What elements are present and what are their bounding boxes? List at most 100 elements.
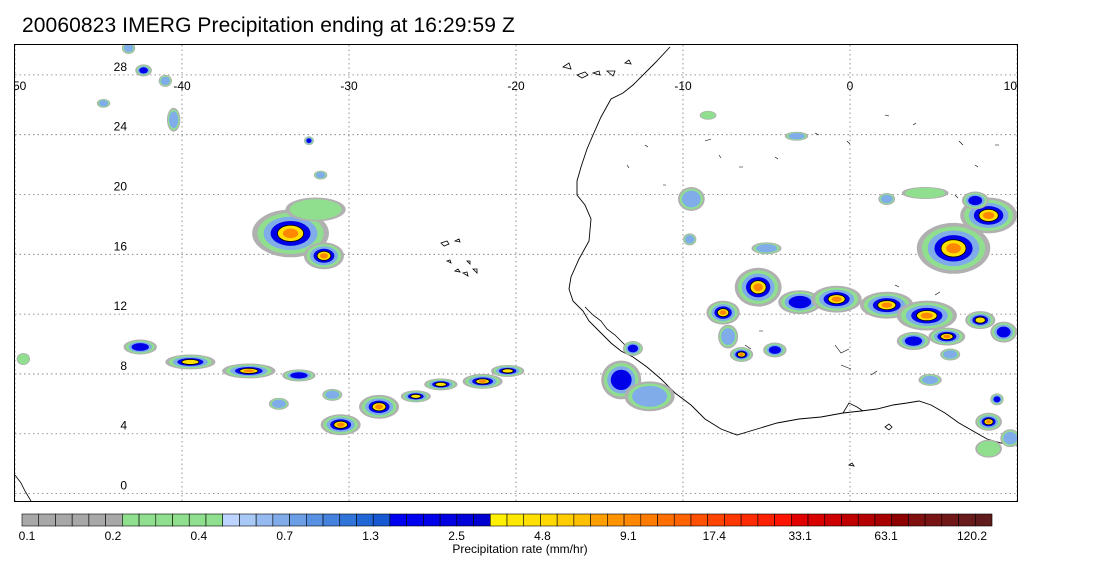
rain-contour bbox=[983, 418, 994, 426]
colorbar-swatch bbox=[423, 513, 441, 527]
rain-cell bbox=[677, 187, 705, 211]
colorbar-swatch bbox=[506, 513, 525, 527]
colorbar-swatch bbox=[155, 513, 173, 527]
rain-cell bbox=[901, 187, 949, 199]
colorbar-swatch bbox=[874, 513, 892, 527]
longitude-tick-label: -40 bbox=[173, 79, 191, 93]
rain-contour bbox=[277, 224, 305, 242]
colorbar-swatch bbox=[372, 513, 391, 527]
rain-cell bbox=[490, 364, 525, 377]
rain-cell bbox=[1000, 429, 1017, 448]
rain-cell bbox=[683, 233, 697, 246]
precipitation-map: -50 -40 -30 -20 -10 0 10 28 24 20 16 12 8 4 0 bbox=[15, 45, 1017, 501]
rain-contour bbox=[501, 368, 514, 374]
rain-cell bbox=[778, 290, 822, 315]
colorbar-swatch bbox=[774, 513, 792, 527]
rain-cell bbox=[896, 300, 957, 331]
latitude-tick-label: 0 bbox=[120, 479, 127, 493]
rain-cell bbox=[424, 378, 458, 391]
colorbar-swatch bbox=[791, 513, 809, 527]
rain-intensity-band bbox=[181, 359, 199, 365]
colorbar-tick-label: 2.5 bbox=[448, 529, 465, 543]
rain-cell bbox=[268, 397, 289, 410]
rain-cell bbox=[734, 267, 782, 307]
rain-intensity-band bbox=[721, 328, 736, 345]
canary-islands bbox=[562, 59, 632, 79]
rain-intensity-band bbox=[627, 344, 639, 353]
rain-intensity-band bbox=[975, 317, 986, 324]
islands bbox=[15, 59, 893, 501]
rain-cell bbox=[462, 373, 503, 389]
colorbar-tick-label: 1.3 bbox=[362, 529, 379, 543]
rain-contour bbox=[371, 402, 387, 412]
colorbar-swatch bbox=[188, 513, 207, 527]
colorbar-swatch bbox=[289, 513, 307, 527]
rain-cell bbox=[135, 64, 152, 77]
colorbar-swatch bbox=[707, 513, 725, 527]
rain-intensity-band bbox=[478, 379, 487, 383]
rain-intensity-band bbox=[996, 326, 1011, 338]
rain-intensity-band bbox=[325, 390, 340, 400]
colorbar-tick-label: 0.2 bbox=[105, 529, 122, 543]
longitude-tick-label: -20 bbox=[507, 79, 525, 93]
rain-cell bbox=[729, 347, 754, 362]
rain-cell bbox=[961, 191, 989, 210]
colorbar-swatches bbox=[21, 513, 993, 527]
colorbar-tick-label: 120.2 bbox=[957, 529, 987, 543]
rain-intensity-band bbox=[946, 243, 961, 254]
rain-cell bbox=[16, 352, 31, 365]
rain-contour bbox=[434, 381, 447, 387]
rain-contour bbox=[717, 308, 730, 318]
rain-cell bbox=[96, 98, 111, 108]
colorbar-swatch bbox=[673, 513, 692, 527]
rain-intensity-band bbox=[943, 334, 951, 339]
rain-intensity-band bbox=[921, 375, 939, 385]
longitude-tick-label: -50 bbox=[15, 79, 27, 93]
colorbar-swatch bbox=[55, 513, 73, 527]
latitude-tick-label: 12 bbox=[114, 299, 128, 313]
rain-intensity-band bbox=[131, 343, 149, 351]
colorbar-swatch bbox=[974, 513, 993, 527]
colorbar-swatch bbox=[757, 513, 775, 527]
rain-intensity-band bbox=[315, 171, 326, 179]
rain-intensity-band bbox=[610, 369, 632, 391]
latitude-tick-label: 20 bbox=[114, 180, 128, 194]
rain-cell bbox=[166, 107, 181, 132]
rain-cell bbox=[285, 197, 346, 222]
rain-intensity-band bbox=[982, 211, 995, 220]
longitude-tick-label: 0 bbox=[847, 79, 854, 93]
rain-intensity-band bbox=[788, 133, 805, 140]
colorbar-swatch bbox=[489, 513, 508, 527]
rain-contour bbox=[940, 239, 967, 258]
rain-cell bbox=[718, 324, 739, 349]
colorbar-swatch bbox=[205, 513, 223, 527]
latitude-tick-label: 24 bbox=[114, 120, 128, 134]
rain-intensity-band bbox=[904, 336, 923, 346]
rain-intensity-band bbox=[993, 396, 1001, 403]
rain-intensity-band bbox=[123, 45, 134, 53]
map-panel[interactable]: -50 -40 -30 -20 -10 0 10 28 24 20 16 12 8 4 0 bbox=[14, 44, 1018, 502]
rain-cell bbox=[811, 285, 862, 313]
rain-intensity-band bbox=[880, 194, 893, 204]
rain-intensity-band bbox=[881, 302, 893, 308]
rain-cell bbox=[313, 170, 328, 180]
colorbar-swatch bbox=[958, 513, 976, 527]
rain-cell bbox=[359, 394, 400, 419]
colorbar-swatch bbox=[523, 513, 541, 527]
rain-cell bbox=[622, 341, 643, 356]
colorbar-swatch bbox=[306, 513, 324, 527]
rain-intensity-band bbox=[410, 394, 421, 399]
graticule bbox=[15, 45, 1017, 501]
rain-intensity-band bbox=[290, 372, 308, 379]
colorbar-swatch bbox=[356, 513, 374, 527]
colorbar-swatch bbox=[690, 513, 708, 527]
rain-contour bbox=[877, 300, 897, 311]
precipitation-field bbox=[16, 45, 1017, 458]
colorbar-swatch bbox=[908, 513, 926, 527]
rain-contour bbox=[749, 280, 767, 295]
rain-cell bbox=[320, 414, 361, 436]
colorbar-swatch bbox=[88, 513, 106, 527]
latitude-tick-label: 16 bbox=[114, 239, 128, 253]
rain-intensity-band bbox=[306, 138, 312, 144]
rain-intensity-band bbox=[1003, 431, 1017, 445]
